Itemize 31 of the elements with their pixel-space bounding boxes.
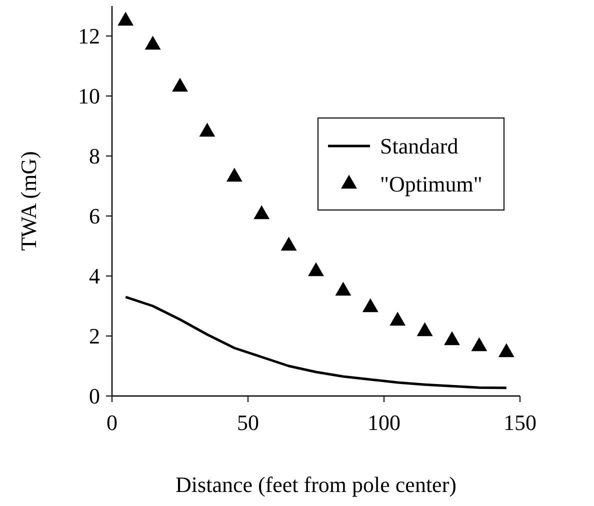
legend-label: Standard	[380, 134, 458, 159]
point	[335, 282, 352, 296]
x-tick-label: 50	[237, 410, 259, 435]
point	[144, 36, 161, 50]
point	[362, 298, 378, 312]
y-tick-label: 2	[89, 324, 100, 349]
y-tick-label: 8	[89, 144, 100, 169]
x-tick-label: 150	[504, 410, 536, 435]
point	[254, 205, 270, 220]
point	[172, 78, 188, 92]
line-series	[124, 296, 508, 390]
point	[416, 322, 433, 336]
point	[444, 331, 460, 346]
y-tick-label: 4	[89, 264, 100, 289]
point	[199, 122, 216, 137]
y-tick-label: 10	[78, 84, 100, 109]
x-axis-title: Distance (feet from pole center)	[176, 472, 456, 497]
x-tick-label: 100	[368, 410, 400, 435]
point	[390, 312, 406, 326]
point	[280, 236, 297, 251]
y-tick-label: 6	[89, 204, 100, 229]
legend-label: "Optimum"	[380, 172, 482, 197]
point	[118, 12, 134, 26]
y-axis-title: TWA (mG)	[16, 151, 41, 251]
point	[226, 168, 242, 182]
y-tick-label: 12	[78, 24, 100, 49]
point	[498, 343, 514, 358]
point	[471, 337, 488, 352]
y-tick-label: 0	[89, 384, 100, 409]
point	[308, 262, 324, 276]
x-tick-label: 0	[106, 410, 118, 435]
